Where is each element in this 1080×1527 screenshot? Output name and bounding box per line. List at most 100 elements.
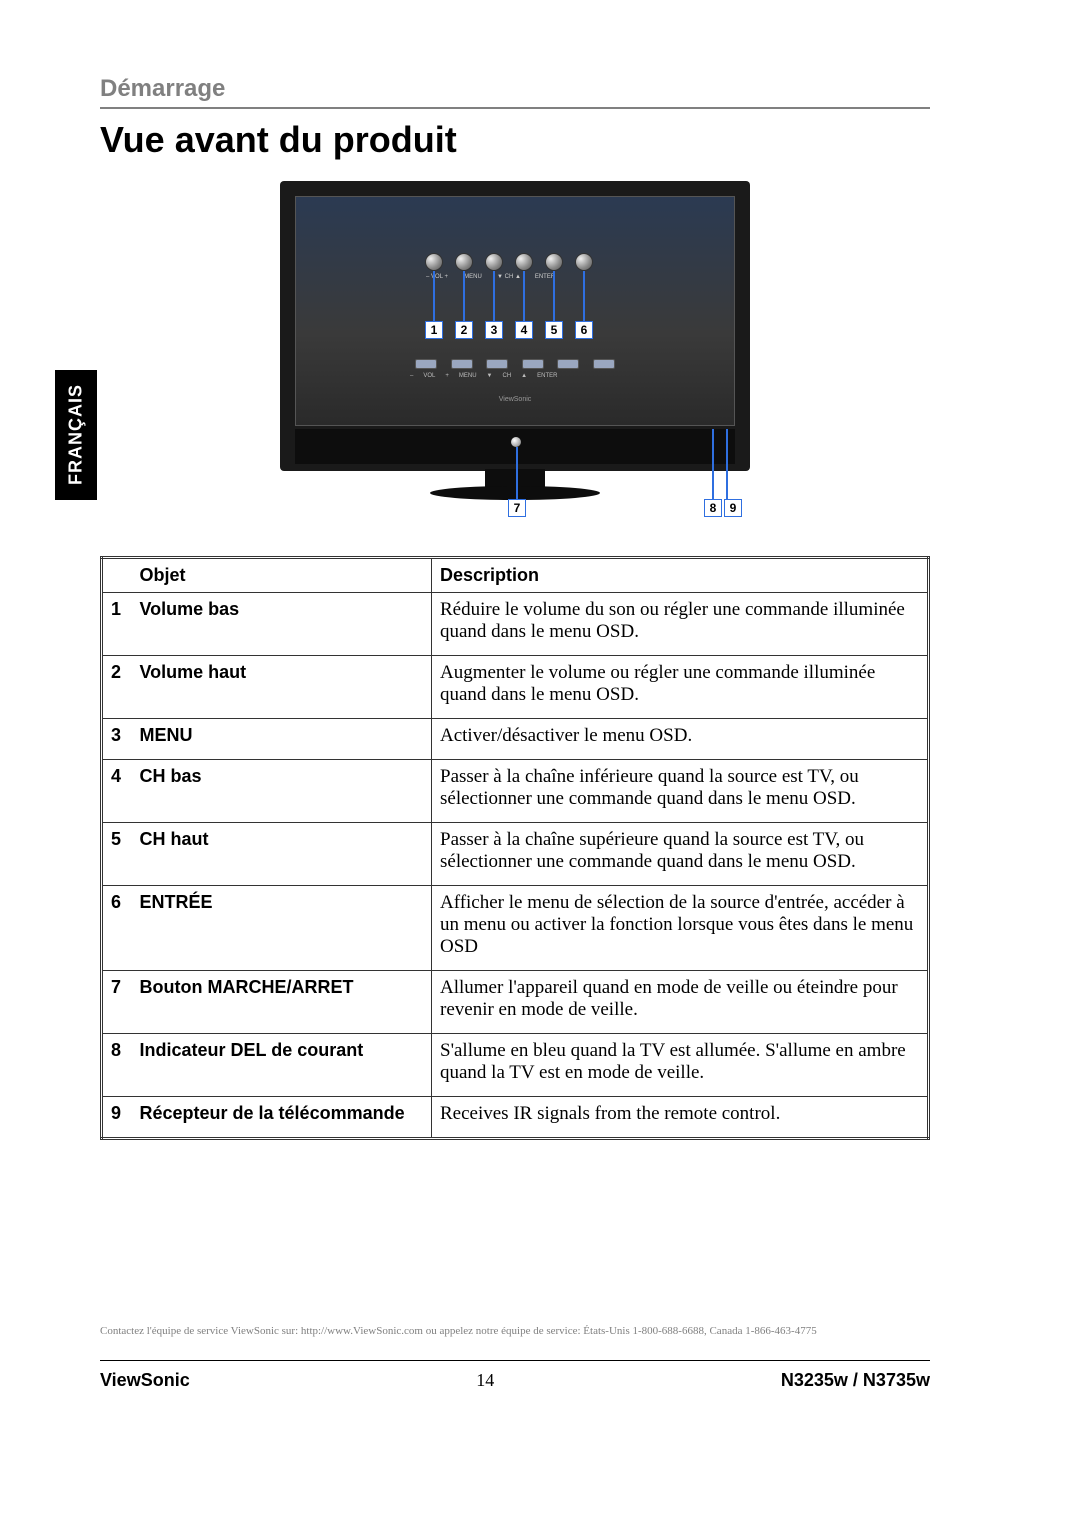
cell-obj: Indicateur DEL de courant	[132, 1034, 432, 1097]
cell-desc: Réduire le volume du son ou régler une c…	[432, 593, 929, 656]
cell-obj: CH haut	[132, 823, 432, 886]
cell-num: 7	[102, 971, 132, 1034]
table-row: 7 Bouton MARCHE/ARRET Allumer l'appareil…	[102, 971, 929, 1034]
controls-table: Objet Description 1 Volume bas Réduire l…	[100, 556, 930, 1140]
tv-screen	[295, 196, 735, 426]
top-button-labels: – VOL + MENU ▼ CH ▲ ENTER	[420, 274, 558, 280]
callout-line	[583, 271, 585, 321]
footer-brand: ViewSonic	[100, 1370, 190, 1391]
cell-desc: Afficher le menu de sélection de la sour…	[432, 886, 929, 971]
footer: ViewSonic 14 N3235w / N3735w	[100, 1370, 930, 1391]
callout-3: 3	[485, 321, 503, 339]
control-strip	[415, 359, 615, 369]
button-cap	[545, 253, 563, 271]
cell-desc: Receives IR signals from the remote cont…	[432, 1097, 929, 1139]
ctrl-label: +	[445, 373, 449, 379]
callout-8: 8	[704, 499, 722, 517]
button-cap	[485, 253, 503, 271]
cell-obj: MENU	[132, 719, 432, 760]
table-body: 1 Volume bas Réduire le volume du son ou…	[102, 593, 929, 1139]
callout-line	[516, 447, 518, 499]
ctrl-label: VOL	[423, 373, 435, 379]
cell-num: 5	[102, 823, 132, 886]
cell-obj: ENTRÉE	[132, 886, 432, 971]
callout-line	[553, 271, 555, 321]
callout-line	[493, 271, 495, 321]
power-led	[511, 437, 521, 447]
cell-num: 8	[102, 1034, 132, 1097]
cell-desc: Allumer l'appareil quand en mode de veil…	[432, 971, 929, 1034]
cell-desc: Augmenter le volume ou régler une comman…	[432, 656, 929, 719]
table-row: 4 CH bas Passer à la chaîne inférieure q…	[102, 760, 929, 823]
footer-model: N3235w / N3735w	[781, 1370, 930, 1391]
callout-9: 9	[724, 499, 742, 517]
control-labels: – VOL + MENU ▼ CH ▲ ENTER	[410, 373, 557, 379]
callout-5: 5	[545, 321, 563, 339]
tv-brand-label: ViewSonic	[280, 396, 750, 403]
callout-6: 6	[575, 321, 593, 339]
cell-desc: Activer/désactiver le menu OSD.	[432, 719, 929, 760]
header-blank	[102, 558, 132, 593]
callout-line	[433, 271, 435, 321]
cell-num: 2	[102, 656, 132, 719]
callout-2: 2	[455, 321, 473, 339]
ctrl-label: ENTER	[537, 373, 557, 379]
cell-num: 9	[102, 1097, 132, 1139]
ctrl-label: CH	[503, 373, 512, 379]
cell-num: 1	[102, 593, 132, 656]
callout-1: 1	[425, 321, 443, 339]
page-content: Démarrage Vue avant du produit – VOL + M…	[100, 75, 930, 1140]
top-button-row	[425, 253, 593, 271]
callout-line	[712, 429, 714, 499]
button-cap	[425, 253, 443, 271]
button-cap	[575, 253, 593, 271]
contact-line: Contactez l'équipe de service ViewSonic …	[100, 1325, 980, 1337]
footer-rule	[100, 1360, 930, 1361]
callout-line	[726, 429, 728, 499]
ctrl-btn	[557, 359, 579, 369]
cell-obj: CH bas	[132, 760, 432, 823]
callout-7: 7	[508, 499, 526, 517]
callout-4: 4	[515, 321, 533, 339]
cell-desc: S'allume en bleu quand la TV est allumée…	[432, 1034, 929, 1097]
cell-obj: Volume haut	[132, 656, 432, 719]
cell-obj: Volume bas	[132, 593, 432, 656]
cell-obj: Récepteur de la télécommande	[132, 1097, 432, 1139]
table-row: 5 CH haut Passer à la chaîne supérieure …	[102, 823, 929, 886]
diagram-wrap: – VOL + MENU ▼ CH ▲ ENTER 1 2 3 4 5 6	[100, 181, 930, 521]
cell-obj: Bouton MARCHE/ARRET	[132, 971, 432, 1034]
ctrl-label: ▼	[487, 373, 493, 379]
table-row: 3 MENU Activer/désactiver le menu OSD.	[102, 719, 929, 760]
table-row: 9 Récepteur de la télécommande Receives …	[102, 1097, 929, 1139]
btn-label: ▼ CH ▲	[492, 274, 526, 280]
footer-page: 14	[476, 1370, 494, 1391]
language-tab: FRANÇAIS	[55, 370, 97, 500]
table-row: 1 Volume bas Réduire le volume du son ou…	[102, 593, 929, 656]
table-row: 6 ENTRÉE Afficher le menu de sélection d…	[102, 886, 929, 971]
table-row: 2 Volume haut Augmenter le volume ou rég…	[102, 656, 929, 719]
page-title: Vue avant du produit	[100, 119, 930, 161]
tv-stand-base	[430, 486, 600, 500]
button-cap	[455, 253, 473, 271]
ctrl-label: ▲	[521, 373, 527, 379]
ctrl-label: –	[410, 373, 413, 379]
callout-line	[463, 271, 465, 321]
section-label: Démarrage	[100, 75, 930, 103]
cell-num: 3	[102, 719, 132, 760]
cell-num: 6	[102, 886, 132, 971]
ctrl-btn	[522, 359, 544, 369]
table-header-row: Objet Description	[102, 558, 929, 593]
ctrl-label: MENU	[459, 373, 477, 379]
ctrl-btn	[593, 359, 615, 369]
cell-desc: Passer à la chaîne inférieure quand la s…	[432, 760, 929, 823]
product-diagram: – VOL + MENU ▼ CH ▲ ENTER 1 2 3 4 5 6	[280, 181, 750, 521]
cell-desc: Passer à la chaîne supérieure quand la s…	[432, 823, 929, 886]
header-description: Description	[432, 558, 929, 593]
ctrl-btn	[486, 359, 508, 369]
cell-num: 4	[102, 760, 132, 823]
ctrl-btn	[415, 359, 437, 369]
section-rule	[100, 107, 930, 109]
header-objet: Objet	[132, 558, 432, 593]
btn-label: – VOL +	[420, 274, 454, 280]
button-cap	[515, 253, 533, 271]
